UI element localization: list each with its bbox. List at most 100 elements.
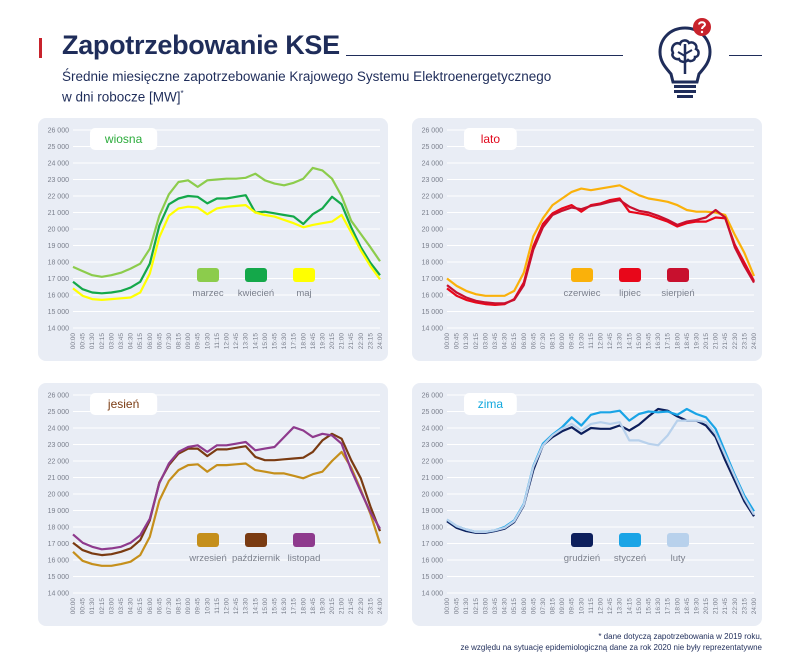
title-divider [346, 55, 623, 56]
series-line [446, 419, 755, 533]
y-tick-label: 17 000 [48, 276, 70, 283]
x-tick-label: 09:45 [569, 333, 576, 350]
chart-title: lato [481, 132, 501, 146]
x-tick-label: 20:15 [329, 333, 336, 350]
x-tick-label: 18:45 [684, 333, 691, 350]
x-tick-label: 06:45 [156, 598, 163, 615]
x-tick-label: 01:30 [89, 598, 96, 615]
x-tick-label: 09:00 [185, 333, 192, 350]
x-tick-label: 03:45 [118, 333, 125, 350]
y-tick-label: 14 000 [422, 591, 444, 598]
y-tick-label: 26 000 [48, 128, 70, 135]
x-tick-label: 03:45 [492, 598, 499, 615]
y-tick-label: 16 000 [48, 293, 70, 300]
y-tick-label: 25 000 [422, 144, 444, 151]
y-tick-label: 18 000 [422, 525, 444, 532]
x-tick-label: 12:45 [233, 598, 240, 615]
x-tick-label: 16:30 [655, 333, 662, 350]
series-line [446, 199, 755, 305]
legend-label: marzec [192, 288, 223, 299]
x-tick-label: 08:15 [550, 598, 557, 615]
x-tick-label: 03:00 [482, 333, 489, 350]
y-tick-label: 16 000 [422, 558, 444, 565]
y-tick-label: 17 000 [422, 276, 444, 283]
y-tick-label: 14 000 [48, 591, 70, 598]
legend-label: listopad [288, 553, 321, 564]
legend-label: luty [671, 553, 686, 564]
chart-title: wiosna [104, 132, 143, 146]
y-tick-label: 21 000 [48, 210, 70, 217]
x-tick-label: 09:45 [195, 333, 202, 350]
y-tick-label: 23 000 [48, 442, 70, 449]
series-line [72, 166, 381, 278]
x-tick-label: 18:00 [300, 333, 307, 350]
y-tick-label: 22 000 [48, 194, 70, 201]
x-tick-label: 07:30 [166, 333, 173, 350]
y-tick-label: 22 000 [422, 194, 444, 201]
x-tick-label: 13:30 [617, 333, 624, 350]
chart-title-badge [90, 393, 158, 415]
x-tick-label: 21:00 [713, 598, 720, 615]
legend-label: wrzesień [188, 553, 227, 564]
y-tick-label: 19 000 [48, 243, 70, 250]
legend-label: październik [232, 553, 280, 564]
x-tick-label: 07:30 [540, 333, 547, 350]
series-line [446, 184, 756, 297]
subtitle-line-2: w dni robocze [MW] [62, 89, 181, 105]
x-tick-label: 11:15 [214, 333, 221, 349]
legend-swatch [293, 268, 315, 282]
x-tick-label: 19:30 [693, 333, 700, 350]
x-tick-label: 08:15 [176, 333, 183, 350]
x-tick-label: 04:30 [502, 598, 509, 615]
x-tick-label: 18:00 [300, 598, 307, 615]
x-tick-label: 24:00 [751, 333, 758, 350]
x-tick-label: 09:45 [569, 598, 576, 615]
title-divider-right [729, 55, 762, 56]
y-tick-label: 19 000 [48, 508, 70, 515]
y-tick-label: 20 000 [48, 492, 70, 499]
legend-swatch [245, 268, 267, 282]
x-tick-label: 03:00 [108, 598, 115, 615]
subtitle-footnote-mark: * [180, 89, 184, 98]
x-tick-label: 17:15 [291, 598, 298, 615]
x-tick-label: 12:45 [607, 598, 614, 615]
x-tick-label: 06:45 [530, 598, 537, 615]
x-tick-label: 18:45 [310, 598, 317, 615]
chart-title: jesień [107, 397, 139, 411]
y-tick-label: 16 000 [48, 558, 70, 565]
y-tick-label: 19 000 [422, 508, 444, 515]
x-tick-label: 23:15 [367, 598, 374, 615]
x-tick-label: 16:30 [281, 598, 288, 615]
legend-label: kwiecień [238, 288, 274, 299]
series-line [446, 197, 755, 306]
x-tick-label: 21:00 [339, 598, 346, 615]
x-tick-label: 15:00 [636, 598, 643, 615]
x-tick-label: 06:00 [147, 333, 154, 350]
y-tick-label: 25 000 [422, 409, 444, 416]
x-tick-label: 08:15 [550, 333, 557, 350]
x-tick-label: 08:15 [176, 598, 183, 615]
x-tick-label: 21:00 [713, 333, 720, 350]
series-line [72, 426, 381, 551]
y-tick-label: 21 000 [422, 210, 444, 217]
y-tick-label: 20 000 [422, 492, 444, 499]
y-tick-label: 23 000 [422, 442, 444, 449]
y-tick-label: 15 000 [422, 309, 444, 316]
x-tick-label: 00:00 [70, 598, 77, 615]
x-tick-label: 11:15 [214, 598, 221, 614]
lightbulb-brain-icon [658, 18, 712, 98]
y-tick-label: 15 000 [422, 574, 444, 581]
legend-swatch [571, 268, 593, 282]
legend-swatch [197, 268, 219, 282]
y-tick-label: 17 000 [422, 541, 444, 548]
x-tick-label: 15:00 [262, 598, 269, 615]
x-tick-label: 02:15 [99, 598, 106, 615]
x-tick-label: 22:30 [358, 598, 365, 615]
x-tick-label: 15:45 [645, 598, 652, 615]
x-tick-label: 05:15 [137, 598, 144, 615]
x-tick-label: 01:30 [89, 333, 96, 350]
x-tick-label: 15:45 [645, 333, 652, 350]
x-tick-label: 00:00 [70, 333, 77, 350]
x-tick-label: 00:45 [80, 333, 87, 350]
x-tick-label: 05:15 [137, 333, 144, 350]
